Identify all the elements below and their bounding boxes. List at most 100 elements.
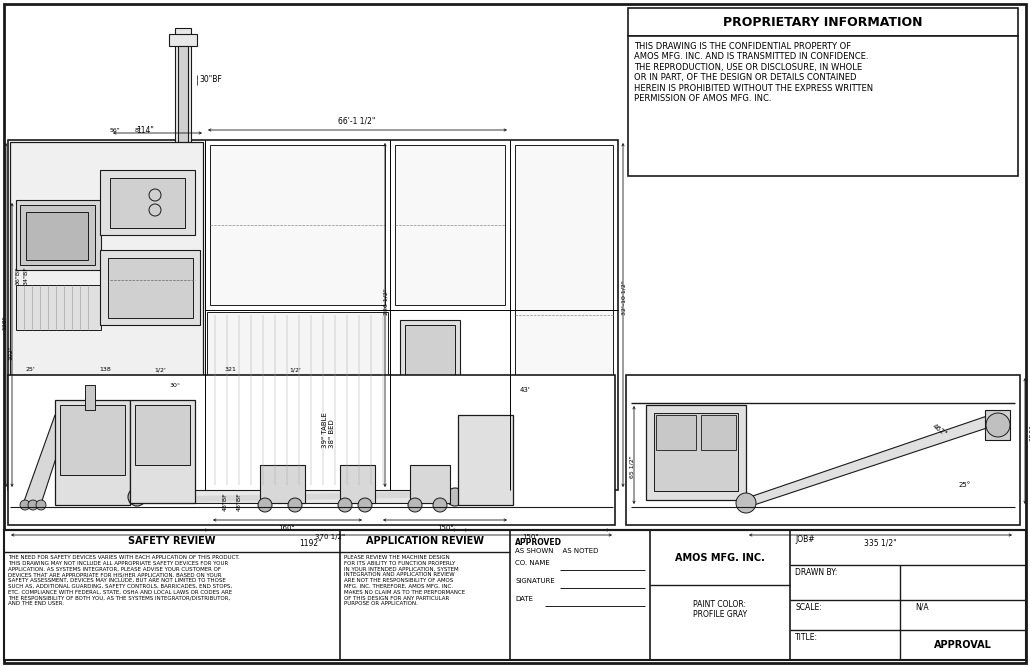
Bar [20, 205, 95, 265]
Bar [85, 385, 95, 410]
Text: 114": 114" [136, 126, 153, 135]
Circle shape [20, 500, 30, 510]
Bar [515, 145, 613, 485]
Circle shape [986, 413, 1010, 437]
Text: 25°: 25° [959, 482, 971, 488]
Text: JOB#: JOB# [795, 535, 815, 544]
Text: 30°: 30° [170, 383, 180, 388]
Text: PAINT COLOR:
PROFILE GRAY: PAINT COLOR: PROFILE GRAY [693, 600, 747, 620]
Polygon shape [130, 490, 460, 503]
Bar [135, 405, 190, 465]
Bar [628, 8, 1018, 36]
Bar [110, 178, 185, 228]
Bar [100, 170, 195, 235]
Text: 30"BF: 30"BF [199, 75, 221, 85]
Bar [8, 140, 618, 490]
Bar [108, 258, 193, 318]
Bar [26, 212, 88, 260]
Text: 36"BF: 36"BF [15, 266, 21, 285]
Text: APPLICATION REVIEW: APPLICATION REVIEW [366, 536, 484, 546]
Text: AMOS MFG. INC.: AMOS MFG. INC. [675, 553, 765, 563]
Text: 48"BF: 48"BF [237, 493, 242, 512]
Text: 128": 128" [2, 315, 7, 329]
Polygon shape [135, 491, 455, 503]
Text: 39" TABLE
38" BED: 39" TABLE 38" BED [322, 412, 335, 448]
Text: N/A: N/A [915, 603, 929, 612]
Text: 335 1/2": 335 1/2" [864, 539, 896, 548]
Bar [405, 325, 455, 380]
Circle shape [36, 500, 46, 510]
Text: 150": 150" [437, 525, 453, 531]
Text: 160": 160" [279, 525, 296, 531]
Circle shape [408, 498, 422, 512]
Text: 25': 25' [25, 367, 35, 372]
Circle shape [446, 488, 464, 506]
Circle shape [358, 498, 372, 512]
Bar [55, 400, 130, 505]
Bar [4, 530, 1026, 660]
Bar [400, 320, 460, 385]
Bar [654, 413, 739, 491]
Text: 8": 8" [135, 128, 141, 133]
Text: 56": 56" [109, 128, 121, 133]
Bar [646, 405, 746, 500]
Circle shape [338, 498, 352, 512]
Bar [10, 142, 203, 488]
Polygon shape [741, 415, 1002, 505]
Text: 462": 462" [931, 423, 949, 437]
Text: 48"BF: 48"BF [224, 493, 228, 512]
Text: CO. NAME: CO. NAME [515, 560, 550, 566]
Text: PLEASE REVIEW THE MACHINE DESIGN
FOR ITS ABILITY TO FUNCTION PROPERLY
IN YOUR IN: PLEASE REVIEW THE MACHINE DESIGN FOR ITS… [344, 555, 466, 606]
Bar [701, 415, 736, 450]
Bar [207, 312, 388, 488]
Text: 1192": 1192" [300, 539, 322, 548]
Bar [394, 145, 505, 305]
Text: 1/2': 1/2' [154, 367, 166, 372]
Text: AS SHOWN    AS NOTED: AS SHOWN AS NOTED [515, 548, 598, 554]
Text: 65 1/2": 65 1/2" [629, 455, 634, 478]
Circle shape [736, 493, 756, 513]
Text: 1/2': 1/2' [289, 367, 301, 372]
Circle shape [433, 498, 447, 512]
Bar [626, 375, 1020, 525]
Circle shape [128, 488, 146, 506]
Text: 321: 321 [225, 367, 236, 372]
Circle shape [288, 498, 302, 512]
Text: 138: 138 [99, 367, 111, 372]
Bar [210, 145, 385, 305]
Text: DRAWN BY:: DRAWN BY: [795, 568, 837, 577]
Bar [16, 200, 101, 270]
Bar [16, 285, 101, 330]
Text: 43': 43' [520, 387, 530, 393]
Text: SCALE:: SCALE: [795, 603, 822, 612]
Text: 32'-10 1/2": 32'-10 1/2" [621, 280, 626, 315]
Bar [130, 400, 195, 503]
Bar [340, 465, 375, 503]
Text: 370 1/2": 370 1/2" [315, 534, 345, 540]
Text: APPROVED: APPROVED [515, 538, 562, 547]
Bar [100, 250, 200, 325]
Text: SIGNATURE: SIGNATURE [515, 578, 555, 584]
Bar [169, 34, 197, 46]
Bar [985, 410, 1010, 440]
Bar [458, 415, 513, 505]
Bar [60, 405, 125, 475]
Polygon shape [22, 415, 70, 507]
Text: 34"BF: 34"BF [24, 266, 29, 285]
Bar [8, 375, 615, 525]
Bar [628, 36, 1018, 176]
Text: PROPRIETARY INFORMATION: PROPRIETARY INFORMATION [723, 15, 923, 29]
Bar [260, 465, 305, 503]
Text: 226 1/2": 226 1/2" [383, 288, 388, 315]
Circle shape [28, 500, 38, 510]
Bar [178, 46, 188, 146]
Text: APPROVAL: APPROVAL [934, 640, 992, 650]
Bar [656, 415, 696, 450]
Text: THE NEED FOR SAFETY DEVICES VARIES WITH EACH APPLICATION OF THIS PRODUCT.
THIS D: THE NEED FOR SAFETY DEVICES VARIES WITH … [8, 555, 240, 606]
Text: 66'-1 1/2": 66'-1 1/2" [338, 116, 376, 125]
Text: TITLE:: TITLE: [795, 633, 818, 642]
Bar [410, 465, 450, 503]
Text: THIS DRAWING IS THE CONFIDENTIAL PROPERTY OF
AMOS MFG. INC. AND IS TRANSMITTED I: THIS DRAWING IS THE CONFIDENTIAL PROPERT… [634, 42, 873, 103]
Bar [175, 28, 191, 146]
Text: DATE: DATE [515, 596, 533, 602]
